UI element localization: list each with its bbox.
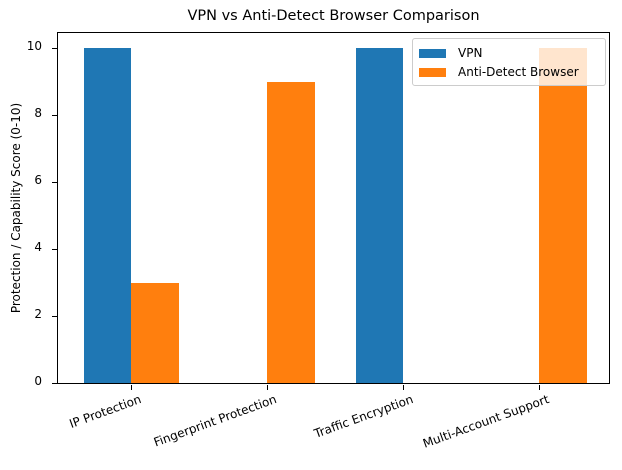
bar-vpn-0 — [83, 48, 131, 383]
x-tick — [539, 385, 540, 390]
plot-area — [52, 32, 610, 390]
y-axis-label: Protection / Capability Score (0-10) — [9, 102, 23, 314]
y-tick-label: 2 — [34, 307, 42, 321]
legend-swatch-anti-detect — [419, 67, 446, 77]
bar-anti-detect-3 — [539, 48, 587, 383]
y-tick — [52, 182, 57, 183]
chart-title: VPN vs Anti-Detect Browser Comparison — [187, 8, 480, 24]
x-tick — [267, 385, 268, 390]
legend-label-vpn: VPN — [458, 46, 483, 60]
legend-item-vpn: VPN — [419, 46, 482, 60]
bar-vpn-2 — [355, 48, 403, 383]
bar-anti-detect-0 — [131, 282, 179, 383]
x-tick-label: IP Protection — [67, 392, 144, 431]
y-tick — [52, 48, 57, 49]
x-tick-label: Traffic Encryption — [312, 392, 416, 441]
x-tick — [131, 385, 132, 390]
y-tick-label: 0 — [34, 374, 42, 388]
y-tick-label: 6 — [34, 173, 42, 187]
x-tick — [403, 385, 404, 390]
legend: VPN Anti-Detect Browser — [412, 38, 606, 86]
x-tick-label: Fingerprint Protection — [151, 392, 279, 450]
y-tick — [52, 383, 57, 384]
legend-item-anti-detect: Anti-Detect Browser — [419, 65, 579, 79]
x-tick-label: Multi-Account Support — [421, 392, 551, 451]
y-tick-label: 4 — [34, 240, 42, 254]
bar-anti-detect-1 — [267, 81, 315, 383]
y-tick-label: 8 — [34, 106, 42, 120]
y-tick-label: 10 — [26, 39, 42, 53]
y-tick — [52, 316, 57, 317]
y-tick — [52, 115, 57, 116]
legend-label-anti-detect: Anti-Detect Browser — [458, 65, 579, 79]
legend-swatch-vpn — [419, 48, 446, 58]
y-tick — [52, 249, 57, 250]
